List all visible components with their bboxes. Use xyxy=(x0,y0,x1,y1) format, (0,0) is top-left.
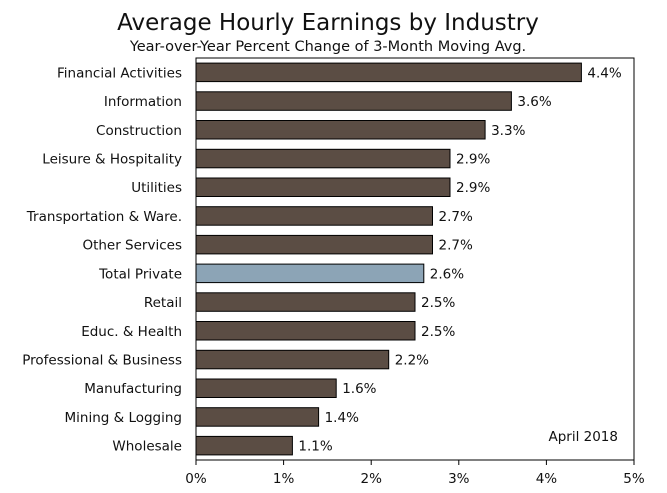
category-label-educ-and-health: Educ. & Health xyxy=(81,324,182,340)
bar-wholesale xyxy=(195,435,293,456)
category-label-professional-and-business: Professional & Business xyxy=(22,353,182,369)
bar-mining-and-logging xyxy=(195,407,320,427)
value-label-wholesale: 1.1% xyxy=(298,439,332,455)
bar-utilities xyxy=(195,177,451,197)
category-label-manufacturing: Manufacturing xyxy=(84,381,182,397)
category-label-financial-activities: Financial Activities xyxy=(57,65,182,81)
bar-information xyxy=(195,91,512,111)
category-label-wholesale: Wholesale xyxy=(112,439,182,455)
bar-educ-and-health xyxy=(195,321,416,341)
value-label-total-private: 2.6% xyxy=(430,266,464,282)
value-label-educ-and-health: 2.5% xyxy=(421,324,455,340)
x-tick-label-4: 4% xyxy=(536,471,558,487)
value-label-other-services: 2.7% xyxy=(439,238,473,254)
bar-professional-and-business xyxy=(195,349,390,370)
bar-leisure-and-hospitality xyxy=(195,148,451,169)
category-label-total-private: Total Private xyxy=(98,266,182,282)
x-tick-label-5: 5% xyxy=(623,471,645,487)
x-axis: 0% 1% 2% 3% 4% 5% xyxy=(185,460,645,487)
value-label-financial-activities: 4.4% xyxy=(587,65,621,81)
value-label-professional-and-business: 2.2% xyxy=(395,353,429,369)
value-label-construction: 3.3% xyxy=(491,123,525,139)
bar-retail xyxy=(195,292,416,312)
value-label-manufacturing: 1.6% xyxy=(342,381,376,397)
plot-frame xyxy=(195,57,635,461)
x-tick-label-1: 1% xyxy=(273,471,295,487)
category-label-information: Information xyxy=(104,94,182,110)
x-tick-label-2: 2% xyxy=(360,471,382,487)
category-label-retail: Retail xyxy=(144,295,182,311)
chart-subtitle: Year-over-Year Percent Change of 3-Month… xyxy=(129,39,526,55)
bar-financial-activities xyxy=(195,62,582,83)
date-annotation: April 2018 xyxy=(548,429,618,445)
category-label-mining-and-logging: Mining & Logging xyxy=(65,410,183,426)
bar-transportation-and-ware xyxy=(195,206,433,226)
bar-construction xyxy=(195,120,486,140)
x-tick-label-0: 0% xyxy=(185,471,207,487)
value-label-utilities: 2.9% xyxy=(456,180,490,196)
bar-other-services xyxy=(195,234,433,255)
chart-title: Average Hourly Earnings by Industry xyxy=(117,10,539,36)
category-label-utilities: Utilities xyxy=(131,180,182,196)
value-label-information: 3.6% xyxy=(517,94,551,110)
value-label-retail: 2.5% xyxy=(421,295,455,311)
value-label-leisure-and-hospitality: 2.9% xyxy=(456,152,490,168)
value-label-transportation-and-ware: 2.7% xyxy=(439,209,473,225)
category-label-leisure-and-hospitality: Leisure & Hospitality xyxy=(42,152,182,168)
category-label-construction: Construction xyxy=(96,123,182,139)
value-label-mining-and-logging: 1.4% xyxy=(325,410,359,426)
x-tick-label-3: 3% xyxy=(448,471,470,487)
bars: Financial Activities 4.4% Information 3.6% C… xyxy=(22,62,622,456)
category-label-other-services: Other Services xyxy=(82,238,182,254)
bar-total-private xyxy=(195,263,425,284)
bar-manufacturing xyxy=(195,378,337,398)
category-label-transportation-and-ware: Transportation & Ware. xyxy=(26,209,182,225)
